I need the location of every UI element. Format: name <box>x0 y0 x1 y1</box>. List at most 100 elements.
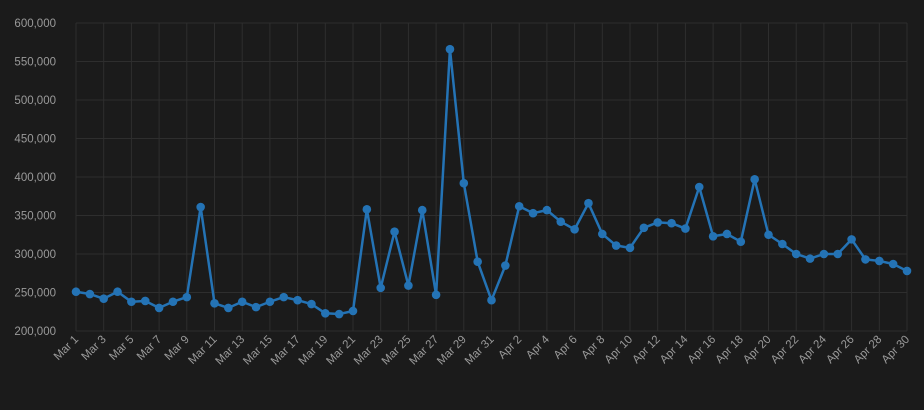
y-tick-label: 350,000 <box>14 211 56 223</box>
data-point[interactable] <box>598 229 607 239</box>
x-tick-label: Apr 30 <box>880 334 912 366</box>
data-point[interactable] <box>805 254 815 263</box>
data-point[interactable] <box>224 303 233 313</box>
data-point[interactable] <box>196 202 205 212</box>
x-tick-label: Mar 3 <box>80 334 109 363</box>
data-point[interactable] <box>182 292 192 302</box>
data-point[interactable] <box>71 287 81 297</box>
x-tick-label: Apr 28 <box>852 334 884 366</box>
data-point[interactable] <box>764 230 773 240</box>
x-tick-label: Mar 17 <box>269 334 303 368</box>
data-point[interactable] <box>417 205 427 215</box>
data-point[interactable] <box>251 302 261 312</box>
data-point[interactable] <box>570 225 579 234</box>
y-tick-label: 450,000 <box>14 134 56 146</box>
x-tick-label: Apr 6 <box>552 334 580 362</box>
data-point[interactable] <box>321 308 330 318</box>
data-point[interactable] <box>237 297 247 307</box>
x-tick-label: Mar 5 <box>107 334 136 363</box>
data-point[interactable] <box>528 208 538 218</box>
y-tick-label: 200,000 <box>14 326 56 338</box>
y-tick-label: 300,000 <box>14 249 56 261</box>
data-point[interactable] <box>888 259 898 269</box>
data-point[interactable] <box>736 237 746 246</box>
data-point[interactable] <box>667 218 676 228</box>
data-point[interactable] <box>210 298 219 308</box>
data-point[interactable] <box>611 241 621 250</box>
x-tick-label: Mar 21 <box>324 334 358 368</box>
data-point[interactable] <box>833 249 843 259</box>
data-point[interactable] <box>653 218 662 227</box>
data-point[interactable] <box>168 297 178 307</box>
data-point[interactable] <box>85 289 95 299</box>
x-tick-label: Mar 13 <box>214 334 248 368</box>
y-tick-label: 550,000 <box>14 57 56 69</box>
data-point[interactable] <box>362 205 372 214</box>
data-point[interactable] <box>514 201 524 211</box>
x-tick-label: Apr 14 <box>658 333 691 366</box>
x-tick-label: Apr 26 <box>824 334 856 366</box>
data-point[interactable] <box>819 249 829 259</box>
x-tick-label: Apr 20 <box>741 334 773 366</box>
data-point[interactable] <box>431 290 441 300</box>
data-point[interactable] <box>722 229 732 239</box>
data-point[interactable] <box>390 227 399 236</box>
data-point[interactable] <box>556 217 566 226</box>
x-tick-label: Apr 18 <box>713 334 745 366</box>
x-tick-label: Apr 12 <box>630 334 662 366</box>
data-point[interactable] <box>681 224 690 233</box>
data-point[interactable] <box>113 287 122 297</box>
x-tick-label: Mar 15 <box>241 334 275 368</box>
y-tick-label: 400,000 <box>14 172 56 184</box>
x-tick-label: Apr 4 <box>524 333 552 361</box>
y-axis-tick-labels: 200,000 250,000 300,000 350,000 400,000 450,0… <box>14 18 56 338</box>
data-point[interactable] <box>348 306 358 316</box>
data-point[interactable] <box>293 295 302 305</box>
x-tick-label: Mar 11 <box>186 334 219 367</box>
data-point[interactable] <box>902 266 912 276</box>
x-tick-label: Mar 23 <box>352 334 386 368</box>
data-point[interactable] <box>445 44 455 54</box>
y-tick-label: 250,000 <box>14 288 56 300</box>
x-tick-label: Apr 2 <box>496 334 524 362</box>
data-point[interactable] <box>847 235 856 244</box>
data-point[interactable] <box>279 292 289 302</box>
data-point[interactable] <box>459 178 469 188</box>
x-tick-label: Apr 16 <box>686 334 718 366</box>
data-point[interactable] <box>694 182 704 192</box>
data-point[interactable] <box>875 256 884 266</box>
data-point[interactable] <box>708 231 718 241</box>
horizontal-gridlines <box>76 22 907 332</box>
data-point[interactable] <box>487 295 496 305</box>
data-point[interactable] <box>473 257 482 267</box>
x-tick-label: Apr 10 <box>603 334 635 366</box>
data-point[interactable] <box>307 299 316 309</box>
x-tick-label: Mar 27 <box>407 334 441 368</box>
data-point[interactable] <box>334 309 344 319</box>
x-tick-label: Mar 31 <box>463 334 497 368</box>
data-point[interactable] <box>584 198 593 208</box>
data-point[interactable] <box>154 303 164 313</box>
data-point[interactable] <box>265 297 275 307</box>
data-point[interactable] <box>127 297 136 307</box>
x-tick-label: Mar 29 <box>435 334 469 368</box>
x-tick-label: Apr 22 <box>769 334 801 366</box>
data-point[interactable] <box>791 249 801 259</box>
data-point[interactable] <box>376 283 386 293</box>
y-tick-label: 500,000 <box>14 95 56 107</box>
data-point[interactable] <box>140 296 150 306</box>
data-point[interactable] <box>542 205 552 215</box>
data-point[interactable] <box>861 255 870 264</box>
y-tick-label: 600,000 <box>14 18 56 30</box>
data-point[interactable] <box>501 261 510 270</box>
data-point[interactable] <box>99 294 108 303</box>
x-tick-label: Mar 25 <box>380 334 414 368</box>
data-point[interactable] <box>625 243 635 253</box>
data-point[interactable] <box>778 239 787 249</box>
data-point[interactable] <box>639 223 649 233</box>
data-point[interactable] <box>404 281 413 290</box>
data-point[interactable] <box>750 175 759 184</box>
x-tick-label: Mar 19 <box>297 334 331 368</box>
